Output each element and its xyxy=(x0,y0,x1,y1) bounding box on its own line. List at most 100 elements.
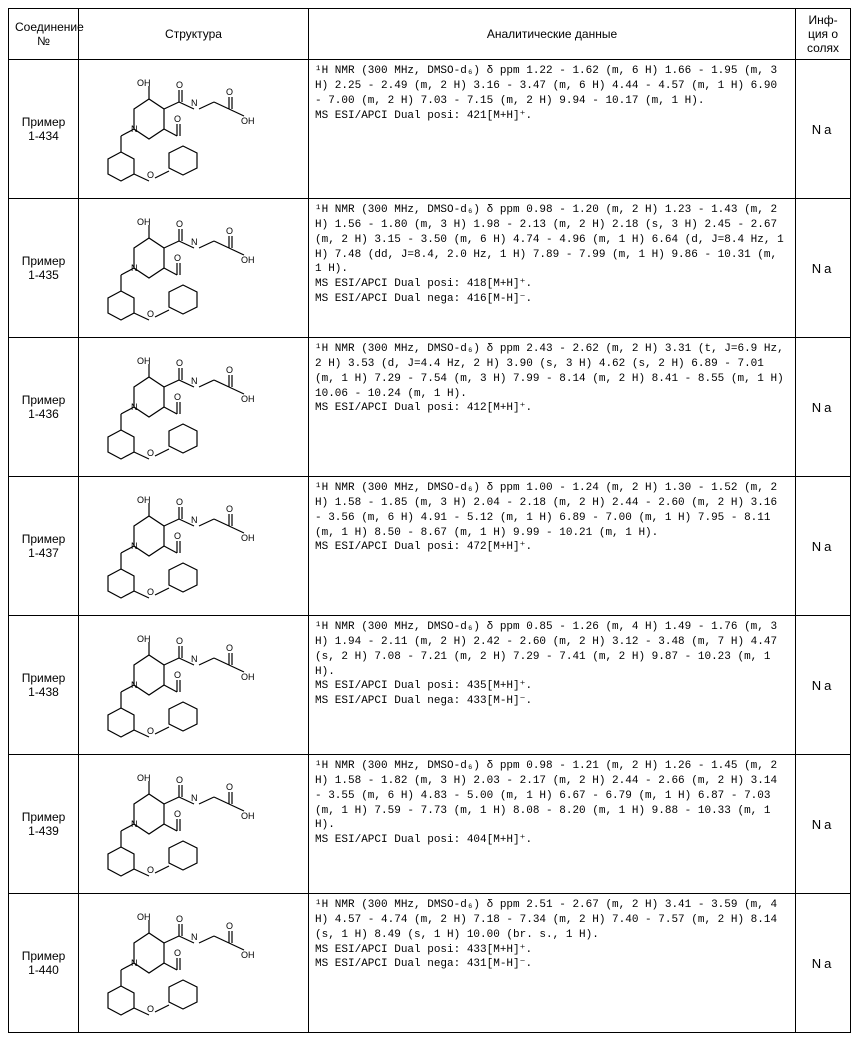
salt-info-cell: Na xyxy=(796,755,851,894)
svg-text:O: O xyxy=(174,948,181,958)
salt-info-cell: Na xyxy=(796,338,851,477)
table-row: Пример 1-437 OH O N O OH O N xyxy=(9,477,851,616)
svg-text:N: N xyxy=(131,541,138,551)
svg-text:O: O xyxy=(176,775,183,785)
svg-text:O: O xyxy=(176,80,183,90)
analytical-data-cell: ¹H NMR (300 MHz, DMSO-d₆) δ ppm 1.00 - 1… xyxy=(309,477,796,616)
structure-cell: OH O N O OH O N O xyxy=(79,755,309,894)
chemical-structure-icon: OH O N O OH O N O xyxy=(85,213,302,323)
svg-text:O: O xyxy=(147,170,154,180)
structure-cell: OH O N O OH O N O xyxy=(79,338,309,477)
analytical-data-cell: ¹H NMR (300 MHz, DMSO-d₆) δ ppm 1.22 - 1… xyxy=(309,60,796,199)
svg-text:O: O xyxy=(174,809,181,819)
svg-text:OH: OH xyxy=(241,394,255,404)
svg-text:O: O xyxy=(176,914,183,924)
salt-info-cell: Na xyxy=(796,199,851,338)
svg-text:O: O xyxy=(226,643,233,653)
analytical-data-cell: ¹H NMR (300 MHz, DMSO-d₆) δ ppm 0.85 - 1… xyxy=(309,616,796,755)
table-header-row: Соединение № Структура Аналитические дан… xyxy=(9,9,851,60)
svg-text:O: O xyxy=(176,358,183,368)
svg-text:N: N xyxy=(131,819,138,829)
compound-id-cell: Пример 1-435 xyxy=(9,199,79,338)
svg-text:OH: OH xyxy=(241,811,255,821)
svg-text:N: N xyxy=(191,793,198,803)
compound-id-cell: Пример 1-436 xyxy=(9,338,79,477)
analytical-data-cell: ¹H NMR (300 MHz, DMSO-d₆) δ ppm 0.98 - 1… xyxy=(309,755,796,894)
table-row: Пример 1-439 OH O N O OH O N xyxy=(9,755,851,894)
structure-cell: OH O N O OH O N O xyxy=(79,477,309,616)
svg-text:OH: OH xyxy=(137,495,151,505)
svg-text:O: O xyxy=(174,670,181,680)
analytical-data-cell: ¹H NMR (300 MHz, DMSO-d₆) δ ppm 2.43 - 2… xyxy=(309,338,796,477)
compound-id-cell: Пример 1-438 xyxy=(9,616,79,755)
svg-text:N: N xyxy=(131,680,138,690)
header-salt: Инф-ция о солях xyxy=(796,9,851,60)
svg-text:OH: OH xyxy=(241,255,255,265)
svg-text:O: O xyxy=(226,921,233,931)
header-compound: Соединение № xyxy=(9,9,79,60)
table-row: Пример 1-440 OH O N O OH O N xyxy=(9,894,851,1033)
svg-text:O: O xyxy=(176,497,183,507)
svg-text:O: O xyxy=(147,587,154,597)
svg-text:O: O xyxy=(226,504,233,514)
chemical-structure-icon: OH O N O OH O N O xyxy=(85,491,302,601)
svg-text:O: O xyxy=(174,531,181,541)
svg-text:O: O xyxy=(226,87,233,97)
svg-text:N: N xyxy=(191,376,198,386)
salt-info-cell: Na xyxy=(796,616,851,755)
svg-text:OH: OH xyxy=(137,773,151,783)
svg-text:OH: OH xyxy=(241,116,255,126)
svg-text:OH: OH xyxy=(137,912,151,922)
svg-text:OH: OH xyxy=(137,217,151,227)
svg-text:O: O xyxy=(147,726,154,736)
chemical-structure-icon: OH O N O OH O N O xyxy=(85,769,302,879)
header-structure: Структура xyxy=(79,9,309,60)
svg-text:O: O xyxy=(176,636,183,646)
compound-id-cell: Пример 1-437 xyxy=(9,477,79,616)
svg-text:O: O xyxy=(176,219,183,229)
chemical-structure-icon: OH O N O OH O N O xyxy=(85,74,302,184)
svg-text:OH: OH xyxy=(241,950,255,960)
svg-text:N: N xyxy=(131,124,138,134)
svg-text:N: N xyxy=(191,515,198,525)
table-row: Пример 1-436 OH O N O OH O N xyxy=(9,338,851,477)
svg-text:O: O xyxy=(147,448,154,458)
svg-text:O: O xyxy=(226,226,233,236)
svg-text:O: O xyxy=(147,309,154,319)
svg-text:OH: OH xyxy=(241,533,255,543)
svg-text:O: O xyxy=(226,365,233,375)
table-body: Пример 1-434 OH O N O OH O N xyxy=(9,60,851,1033)
salt-info-cell: Na xyxy=(796,477,851,616)
salt-info-cell: Na xyxy=(796,60,851,199)
compound-data-table: Соединение № Структура Аналитические дан… xyxy=(8,8,851,1033)
chemical-structure-icon: OH O N O OH O N O xyxy=(85,352,302,462)
svg-text:O: O xyxy=(174,114,181,124)
svg-text:N: N xyxy=(191,98,198,108)
svg-text:OH: OH xyxy=(241,672,255,682)
svg-text:O: O xyxy=(147,1004,154,1014)
analytical-data-cell: ¹H NMR (300 MHz, DMSO-d₆) δ ppm 0.98 - 1… xyxy=(309,199,796,338)
svg-text:N: N xyxy=(191,237,198,247)
svg-text:O: O xyxy=(147,865,154,875)
svg-text:N: N xyxy=(131,958,138,968)
compound-id-cell: Пример 1-434 xyxy=(9,60,79,199)
table-row: Пример 1-434 OH O N O OH O N xyxy=(9,60,851,199)
structure-cell: OH O N O OH O N O xyxy=(79,894,309,1033)
chemical-structure-icon: OH O N O OH O N O xyxy=(85,630,302,740)
structure-cell: OH O N O OH O N O xyxy=(79,616,309,755)
compound-id-cell: Пример 1-440 xyxy=(9,894,79,1033)
svg-text:OH: OH xyxy=(137,634,151,644)
svg-text:OH: OH xyxy=(137,78,151,88)
header-analytical: Аналитические данные xyxy=(309,9,796,60)
table-row: Пример 1-435 OH O N O OH O N xyxy=(9,199,851,338)
svg-text:N: N xyxy=(191,932,198,942)
salt-info-cell: Na xyxy=(796,894,851,1033)
svg-text:N: N xyxy=(191,654,198,664)
structure-cell: OH O N O OH O N O xyxy=(79,60,309,199)
table-row: Пример 1-438 OH O N O OH O N xyxy=(9,616,851,755)
svg-text:OH: OH xyxy=(137,356,151,366)
svg-text:N: N xyxy=(131,263,138,273)
chemical-structure-icon: OH O N O OH O N O xyxy=(85,908,302,1018)
svg-text:O: O xyxy=(174,392,181,402)
structure-cell: OH O N O OH O N O xyxy=(79,199,309,338)
